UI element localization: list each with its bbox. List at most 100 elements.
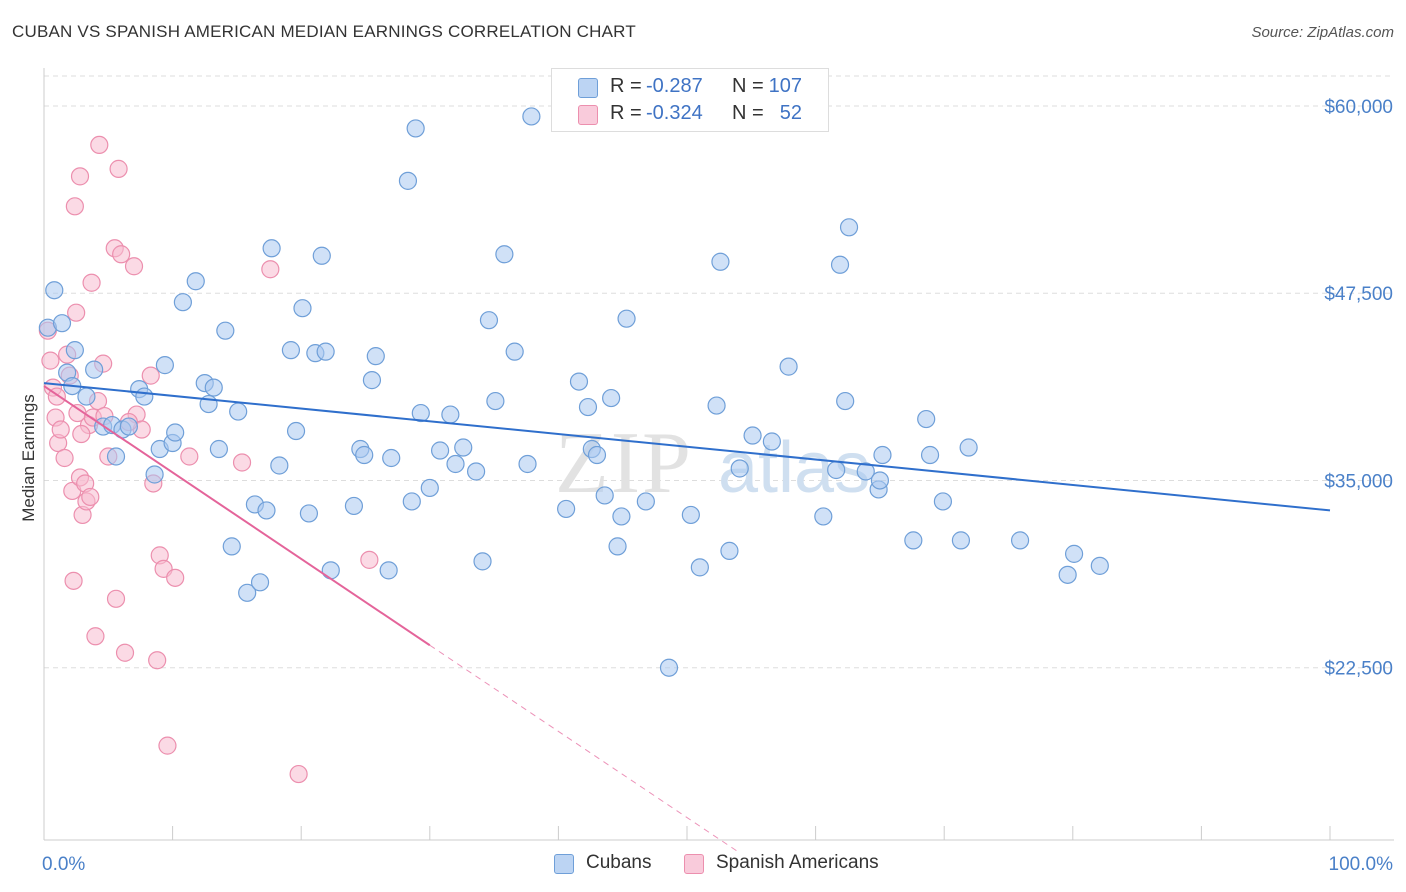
cubans-point [870,471,890,490]
cubans-point [690,558,709,577]
ticks-layer: $22,500 $35,000 $47,500 $60,000 0.0% 100.0% [42,97,1393,875]
grid-layer [44,75,1394,669]
cubans-point [466,462,486,481]
cubans-point [321,561,340,580]
cubans-point [250,573,270,592]
cubans-point [420,478,439,498]
cubans-point [166,423,185,442]
cubans-point [518,454,537,474]
cubans-point [52,314,72,333]
cubans-point [933,492,953,511]
cubans-point [257,501,276,520]
spanish-american-point [166,568,185,587]
x-tick-label-max: 100.0% [1329,854,1394,875]
cubans-point [229,402,248,421]
spanish-american-point [360,550,379,569]
source-credit: Source: ZipAtlas.com [1251,24,1394,41]
spanish-legend-swatch [684,854,704,874]
spanish-american-point [55,448,74,468]
cubans-point [557,499,576,519]
cubans-legend-swatch [554,854,574,874]
cubans-point [281,341,301,360]
spanish-american-point [158,736,177,755]
points-layer [38,107,1109,784]
cubans-point [270,456,289,475]
cubans-point [479,311,499,330]
legend-label: Cubans [586,852,652,873]
cubans-point [77,387,96,406]
spanish-american-point [86,627,105,646]
cubans-point [762,432,781,451]
stats-legend: R = -0.287 N = 107 R = -0.324 N = 52 [551,68,829,132]
cubans-point [382,448,401,468]
cubans-point [587,445,607,465]
cubans-point [659,658,679,677]
cubans-point [398,171,418,190]
spanish-american-point [51,420,70,439]
cubans-point [711,252,730,271]
cubans-point [135,387,154,406]
cubans-point [836,391,855,411]
cubans-point [707,396,726,415]
cubans-point [344,496,364,516]
r-label: R = [610,102,642,124]
cubans-point [636,492,655,511]
cubans-point [743,426,762,445]
spanish-american-point [148,651,167,670]
y-tick-label: $47,500 [1324,284,1393,305]
cubans-point [186,272,205,291]
cubans-point [959,438,978,457]
cubans-point [827,460,846,480]
cubans-point [238,583,257,602]
spanish-american-point [106,589,126,608]
cubans-trend-line [43,382,1331,512]
spanish-american-point [124,257,144,276]
spanish-american-point [64,571,83,590]
cubans-point [106,447,126,466]
cubans-point [362,371,382,390]
x-tick-label-min: 0.0% [42,854,85,875]
cubans-point [1058,565,1077,584]
cubans-point [495,245,514,264]
spanish-american-point [41,351,60,370]
cubans-point [856,462,875,481]
cubans-point [1090,556,1109,575]
cubans-point [204,378,223,397]
cubans-point [379,561,398,580]
cubans-point [505,342,524,361]
r-value: -0.324 [646,102,703,124]
trend-layer [43,382,1331,853]
r-label: R = [610,75,642,97]
cubans-point [617,309,636,328]
cubans-point [473,552,492,571]
cubans-point [262,239,281,258]
cubans-point [155,356,174,375]
spanish-swatch [578,105,598,125]
spanish-american-point [70,167,90,186]
cubans-point [286,421,306,441]
cubans-point [209,439,228,459]
cubans-point [145,465,164,484]
chart-title: CUBAN VS SPANISH AMERICAN MEDIAN EARNING… [12,22,636,41]
cubans-point [730,459,749,478]
spanish-american-point [115,643,135,662]
stats-row-spanish: R = -0.324 N = 52 [552,102,828,128]
spanish-american-point [109,159,128,178]
spanish-american-point [232,453,252,472]
cubans-point [569,372,589,391]
spanish-american-point [289,764,308,784]
n-value: 107 [768,75,802,97]
cubans-point [454,438,473,457]
cubans-point [873,445,892,465]
y-tick-label: $22,500 [1324,659,1393,680]
spanish-american-point [141,366,160,385]
spanish-american-point [72,424,91,444]
cubans-point [119,417,138,436]
cubans-point [216,321,235,340]
spanish-american-point [82,273,101,292]
cubans-point [299,504,319,523]
cubans-point [602,388,621,408]
cubans-point [312,246,331,265]
cubans-point [814,507,833,526]
cubans-point [446,454,465,474]
